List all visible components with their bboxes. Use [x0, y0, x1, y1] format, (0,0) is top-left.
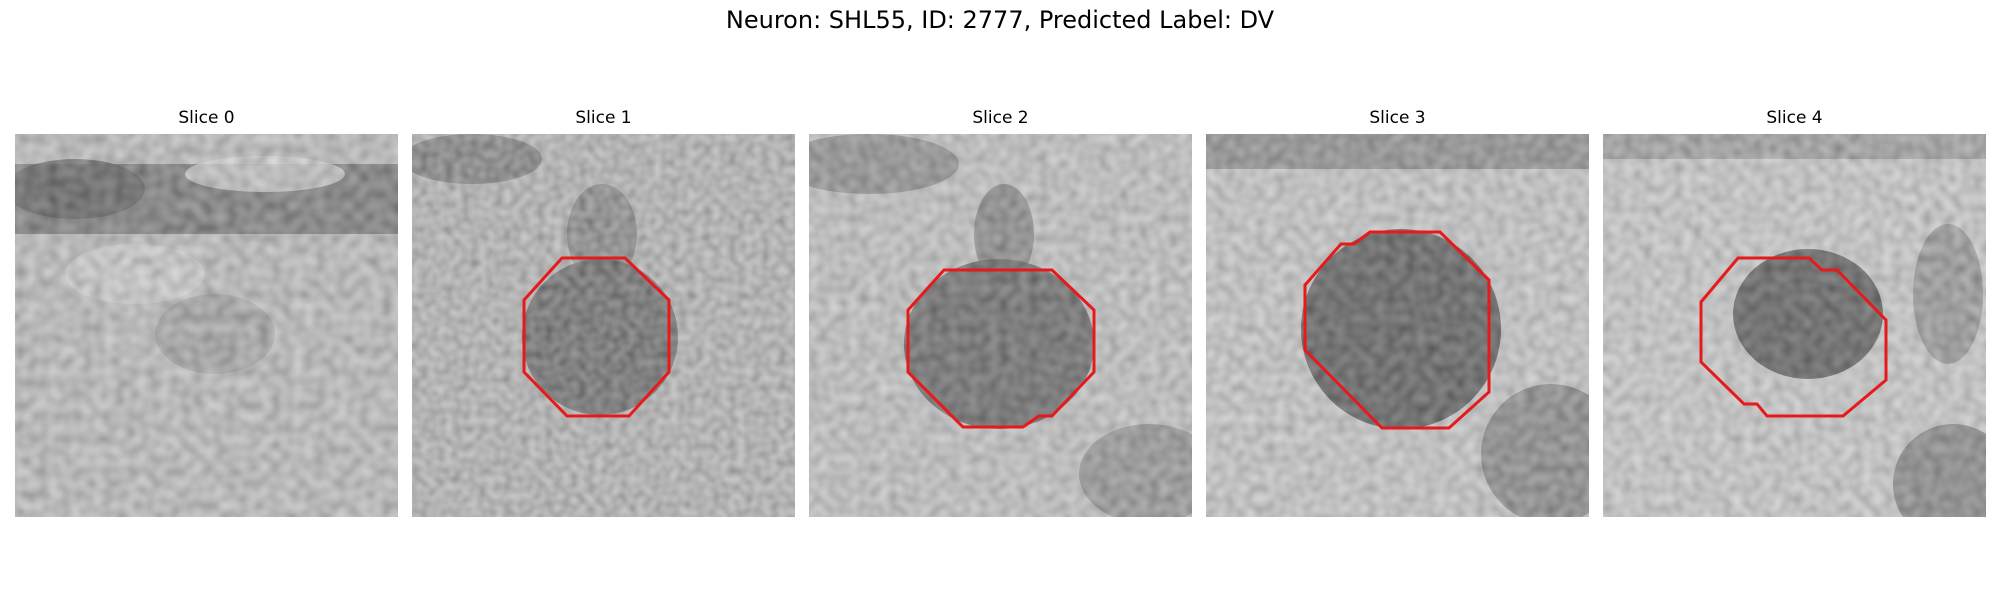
- slice-1-noise: [412, 134, 795, 517]
- slice-4-contour: [1699, 256, 1888, 418]
- slice-4-title: Slice 4: [1766, 108, 1823, 128]
- figure-title: Neuron: SHL55, ID: 2777, Predicted Label…: [725, 6, 1275, 34]
- slice-3-contour: [1303, 230, 1491, 430]
- slice-3-noise: [1206, 134, 1589, 517]
- slice-4-noise: [1603, 134, 1986, 517]
- slice-0-title: Slice 0: [178, 108, 235, 128]
- slice-1-svg: [412, 134, 795, 517]
- slice-2-noise: [809, 134, 1192, 517]
- slice-2-contour: [906, 268, 1096, 429]
- slice-0-noise: [15, 134, 398, 517]
- slice-4-image: [1603, 134, 1986, 517]
- slice-1-image: [412, 134, 795, 517]
- slice-3-image: [1206, 134, 1589, 517]
- slice-0-svg: [15, 134, 398, 517]
- slice-3-svg: [1206, 134, 1589, 517]
- slice-2-title: Slice 2: [972, 108, 1029, 128]
- slice-3-title: Slice 3: [1369, 108, 1426, 128]
- slice-0-image: [15, 134, 398, 517]
- slice-2-image: [809, 134, 1192, 517]
- slice-1-title: Slice 1: [575, 108, 632, 128]
- slice-4-svg: [1603, 134, 1986, 517]
- slice-1-contour: [522, 256, 671, 418]
- slice-2-svg: [809, 134, 1192, 517]
